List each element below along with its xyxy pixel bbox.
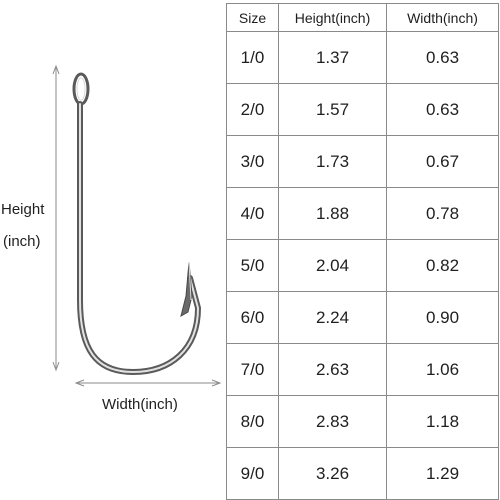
table-row: 1/0 1.37 0.63: [226, 31, 499, 84]
cell-height: 2.83: [278, 395, 387, 448]
table-row: 8/0 2.83 1.18: [226, 395, 499, 448]
cell-size: 9/0: [226, 447, 279, 500]
header-width: Width(inch): [386, 3, 499, 32]
cell-width: 1.06: [386, 343, 499, 396]
cell-width: 0.67: [386, 135, 499, 188]
width-label: Width(inch): [102, 396, 178, 413]
cell-size: 8/0: [226, 395, 279, 448]
cell-width: 0.63: [386, 83, 499, 136]
table-row: 6/0 2.24 0.90: [226, 291, 499, 344]
cell-width: 1.29: [386, 447, 499, 500]
cell-size: 3/0: [226, 135, 279, 188]
cell-width: 0.78: [386, 187, 499, 240]
cell-size: 4/0: [226, 187, 279, 240]
table-row: 9/0 3.26 1.29: [226, 447, 499, 500]
cell-size: 5/0: [226, 239, 279, 292]
cell-height: 1.88: [278, 187, 387, 240]
hook-figure: [52, 64, 222, 387]
table-header-row: Size Height(inch) Width(inch): [226, 3, 499, 32]
cell-height: 1.73: [278, 135, 387, 188]
header-height: Height(inch): [278, 3, 387, 32]
hook-size-table: Size Height(inch) Width(inch) 1/0 1.37 0…: [226, 3, 499, 500]
cell-height: 1.37: [278, 31, 387, 84]
height-label: Height: [1, 201, 45, 218]
table-row: 7/0 2.63 1.06: [226, 343, 499, 396]
height-dimension-line: [52, 64, 60, 372]
cell-size: 6/0: [226, 291, 279, 344]
cell-height: 2.24: [278, 291, 387, 344]
cell-size: 7/0: [226, 343, 279, 396]
height-unit-label: (inch): [3, 233, 41, 250]
table-row: 4/0 1.88 0.78: [226, 187, 499, 240]
width-dimension-line: [74, 379, 222, 387]
cell-width: 0.90: [386, 291, 499, 344]
cell-height: 2.04: [278, 239, 387, 292]
cell-width: 0.63: [386, 31, 499, 84]
table-row: 5/0 2.04 0.82: [226, 239, 499, 292]
cell-width: 1.18: [386, 395, 499, 448]
header-size: Size: [226, 3, 279, 32]
cell-size: 2/0: [226, 83, 279, 136]
cell-height: 3.26: [278, 447, 387, 500]
cell-width: 0.82: [386, 239, 499, 292]
table-row: 2/0 1.57 0.63: [226, 83, 499, 136]
cell-height: 1.57: [278, 83, 387, 136]
table-row: 3/0 1.73 0.67: [226, 135, 499, 188]
fish-hook-icon: [72, 72, 201, 375]
cell-size: 1/0: [226, 31, 279, 84]
cell-height: 2.63: [278, 343, 387, 396]
